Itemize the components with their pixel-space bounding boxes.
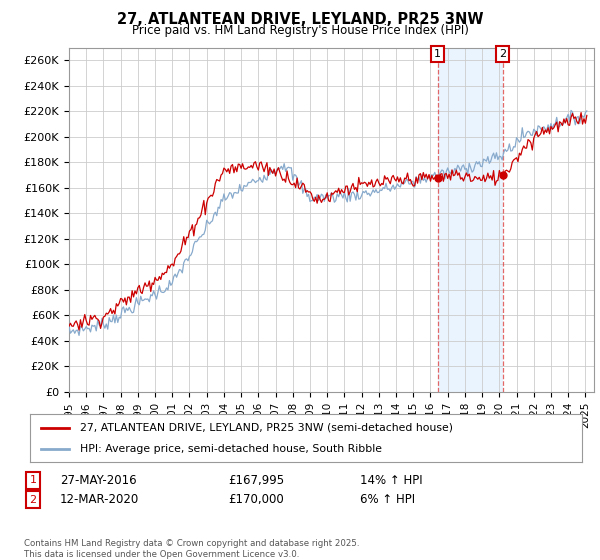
Text: 27, ATLANTEAN DRIVE, LEYLAND, PR25 3NW: 27, ATLANTEAN DRIVE, LEYLAND, PR25 3NW [117,12,483,27]
Text: 12-MAR-2020: 12-MAR-2020 [60,493,139,506]
Text: 1: 1 [434,49,441,59]
Text: 27, ATLANTEAN DRIVE, LEYLAND, PR25 3NW (semi-detached house): 27, ATLANTEAN DRIVE, LEYLAND, PR25 3NW (… [80,423,452,433]
Bar [438,48,503,392]
Text: Price paid vs. HM Land Registry's House Price Index (HPI): Price paid vs. HM Land Registry's House … [131,24,469,36]
Text: 2: 2 [499,49,506,59]
Text: 14% ↑ HPI: 14% ↑ HPI [360,474,422,487]
Text: 27-MAY-2016: 27-MAY-2016 [60,474,137,487]
Text: 2: 2 [29,494,37,505]
Text: 1: 1 [29,475,37,486]
Text: £167,995: £167,995 [228,474,284,487]
Text: £170,000: £170,000 [228,493,284,506]
Text: Contains HM Land Registry data © Crown copyright and database right 2025.
This d: Contains HM Land Registry data © Crown c… [24,539,359,559]
Text: HPI: Average price, semi-detached house, South Ribble: HPI: Average price, semi-detached house,… [80,444,382,454]
Text: 6% ↑ HPI: 6% ↑ HPI [360,493,415,506]
